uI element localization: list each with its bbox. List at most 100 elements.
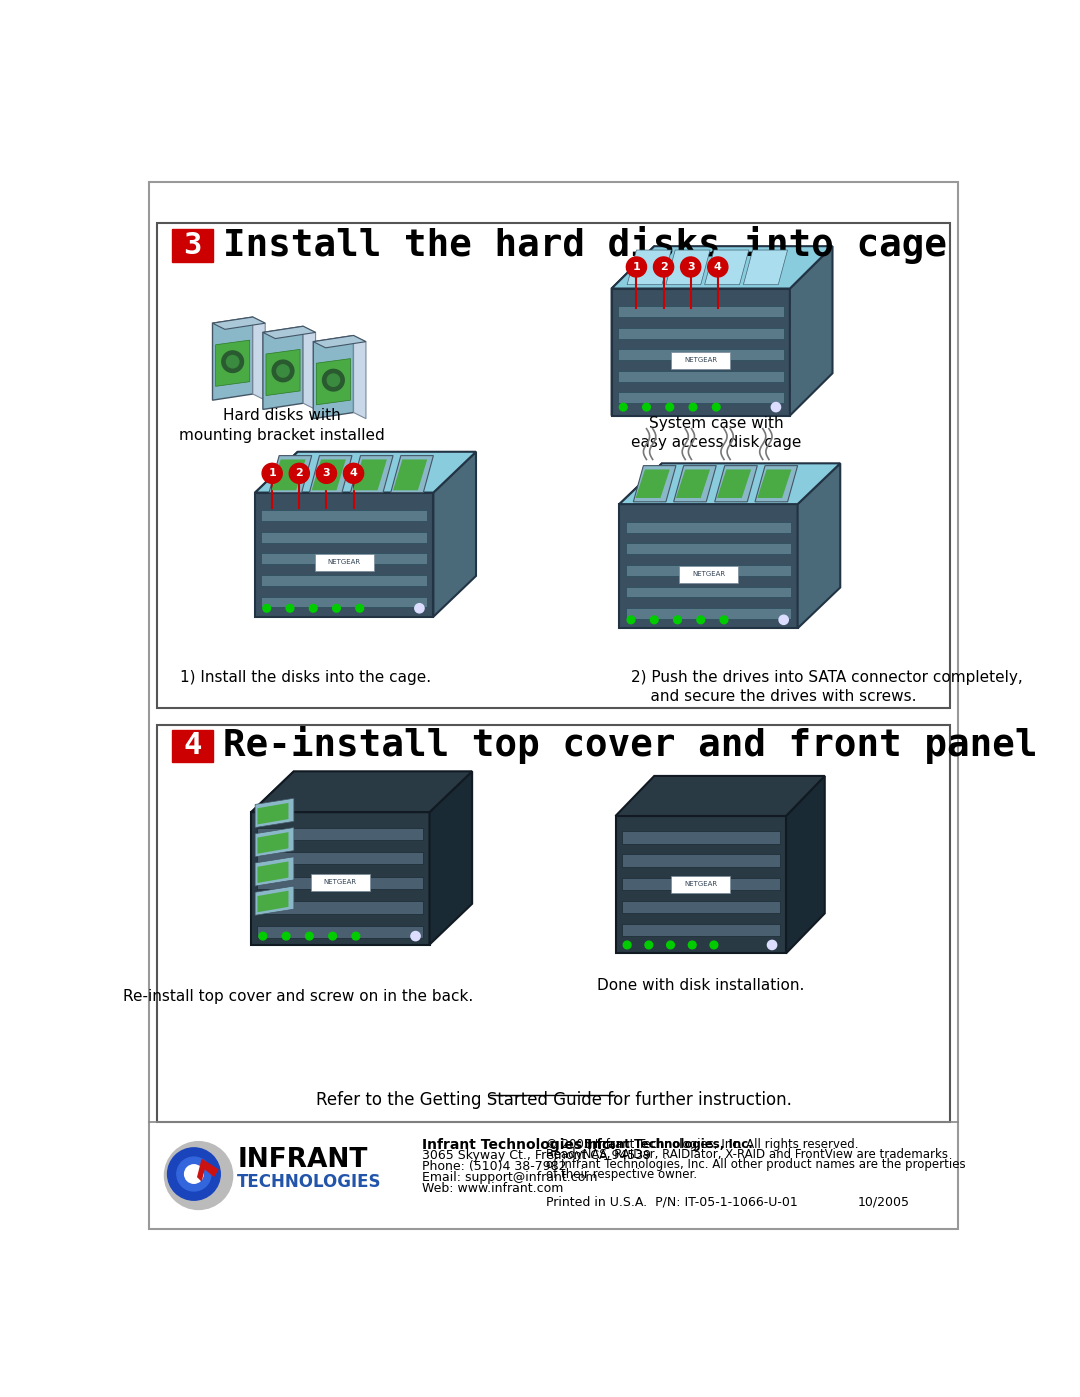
Polygon shape [255, 451, 298, 616]
Circle shape [689, 404, 697, 411]
Text: NETGEAR: NETGEAR [685, 882, 717, 887]
Polygon shape [393, 460, 428, 490]
Circle shape [177, 1157, 211, 1192]
Polygon shape [789, 246, 833, 415]
Text: INFRANT: INFRANT [238, 1147, 367, 1173]
Polygon shape [255, 886, 294, 915]
Circle shape [779, 615, 788, 624]
FancyBboxPatch shape [261, 576, 428, 585]
Polygon shape [262, 327, 315, 338]
Circle shape [306, 932, 313, 940]
Polygon shape [798, 464, 840, 629]
Circle shape [333, 605, 340, 612]
FancyBboxPatch shape [618, 306, 784, 317]
Circle shape [167, 1148, 220, 1200]
Polygon shape [303, 327, 315, 409]
Polygon shape [255, 798, 294, 827]
FancyBboxPatch shape [672, 876, 730, 893]
Circle shape [623, 942, 631, 949]
Text: of Infrant Technologies, Inc. All other product names are the properties: of Infrant Technologies, Inc. All other … [545, 1158, 966, 1171]
FancyBboxPatch shape [257, 901, 423, 914]
Circle shape [316, 464, 337, 483]
Text: Phone: (510)4 38-7982: Phone: (510)4 38-7982 [422, 1160, 566, 1173]
Text: NETGEAR: NETGEAR [685, 356, 717, 363]
FancyBboxPatch shape [625, 543, 792, 555]
Circle shape [227, 355, 239, 367]
Circle shape [282, 932, 291, 940]
Circle shape [221, 351, 243, 373]
Polygon shape [717, 469, 751, 497]
Circle shape [323, 369, 345, 391]
Circle shape [653, 257, 674, 277]
Text: 10/2005: 10/2005 [858, 1196, 910, 1208]
Circle shape [272, 360, 294, 381]
Circle shape [720, 616, 728, 623]
Text: System case with
easy access disk cage: System case with easy access disk cage [631, 415, 801, 450]
Circle shape [327, 374, 339, 387]
Polygon shape [257, 891, 288, 912]
FancyBboxPatch shape [261, 532, 428, 542]
Text: 1) Install the disks into the cage.: 1) Install the disks into the cage. [180, 669, 431, 685]
Polygon shape [252, 771, 294, 944]
Polygon shape [743, 250, 787, 285]
Circle shape [343, 464, 364, 483]
Polygon shape [616, 816, 786, 953]
Circle shape [666, 404, 674, 411]
FancyBboxPatch shape [257, 827, 423, 840]
Text: Web: www.infrant.com: Web: www.infrant.com [422, 1182, 563, 1194]
FancyBboxPatch shape [618, 372, 784, 381]
Polygon shape [197, 1158, 218, 1182]
Text: 3065 Skyway Ct., Fremont CA 94539: 3065 Skyway Ct., Fremont CA 94539 [422, 1150, 651, 1162]
Circle shape [289, 464, 309, 483]
Circle shape [164, 1141, 232, 1210]
Text: Re-install top cover and screw on in the back.: Re-install top cover and screw on in the… [123, 989, 473, 1004]
Text: 4: 4 [184, 732, 202, 760]
Circle shape [710, 942, 718, 949]
Polygon shape [704, 250, 748, 285]
Text: 4: 4 [714, 263, 721, 272]
Polygon shape [627, 250, 672, 285]
Polygon shape [611, 246, 833, 289]
Polygon shape [257, 833, 288, 854]
Circle shape [627, 616, 635, 623]
Circle shape [643, 404, 650, 411]
Text: Done with disk installation.: Done with disk installation. [597, 978, 805, 993]
Text: NETGEAR: NETGEAR [324, 879, 356, 884]
Polygon shape [786, 775, 825, 953]
Text: 3: 3 [323, 468, 330, 478]
Text: Printed in U.S.A.  P/N: IT-05-1-1066-U-01: Printed in U.S.A. P/N: IT-05-1-1066-U-01 [545, 1196, 797, 1208]
FancyBboxPatch shape [625, 564, 792, 576]
Polygon shape [255, 827, 294, 856]
Polygon shape [252, 771, 472, 812]
FancyBboxPatch shape [625, 608, 792, 619]
FancyBboxPatch shape [157, 224, 950, 708]
Polygon shape [213, 317, 253, 400]
Circle shape [680, 257, 701, 277]
Text: 3: 3 [184, 231, 202, 260]
Circle shape [262, 605, 271, 612]
FancyBboxPatch shape [172, 729, 213, 763]
Circle shape [771, 402, 781, 412]
FancyBboxPatch shape [257, 926, 423, 939]
FancyBboxPatch shape [622, 923, 780, 936]
Polygon shape [350, 455, 393, 493]
Polygon shape [391, 455, 433, 493]
Polygon shape [269, 455, 312, 493]
Polygon shape [266, 349, 300, 395]
Polygon shape [316, 359, 350, 405]
Circle shape [309, 605, 318, 612]
FancyBboxPatch shape [618, 328, 784, 338]
Text: ReadyNAS, RAIDar, RAIDiator, X-RAID and FrontView are trademarks: ReadyNAS, RAIDar, RAIDiator, X-RAID and … [545, 1148, 948, 1161]
Polygon shape [257, 803, 288, 824]
FancyBboxPatch shape [622, 901, 780, 914]
Polygon shape [257, 862, 288, 883]
Polygon shape [255, 856, 294, 886]
FancyBboxPatch shape [679, 566, 738, 583]
FancyBboxPatch shape [149, 182, 958, 1229]
FancyBboxPatch shape [261, 553, 428, 564]
Circle shape [410, 932, 420, 940]
Polygon shape [633, 465, 676, 502]
Polygon shape [611, 246, 654, 415]
Circle shape [415, 604, 424, 613]
Circle shape [674, 616, 681, 623]
